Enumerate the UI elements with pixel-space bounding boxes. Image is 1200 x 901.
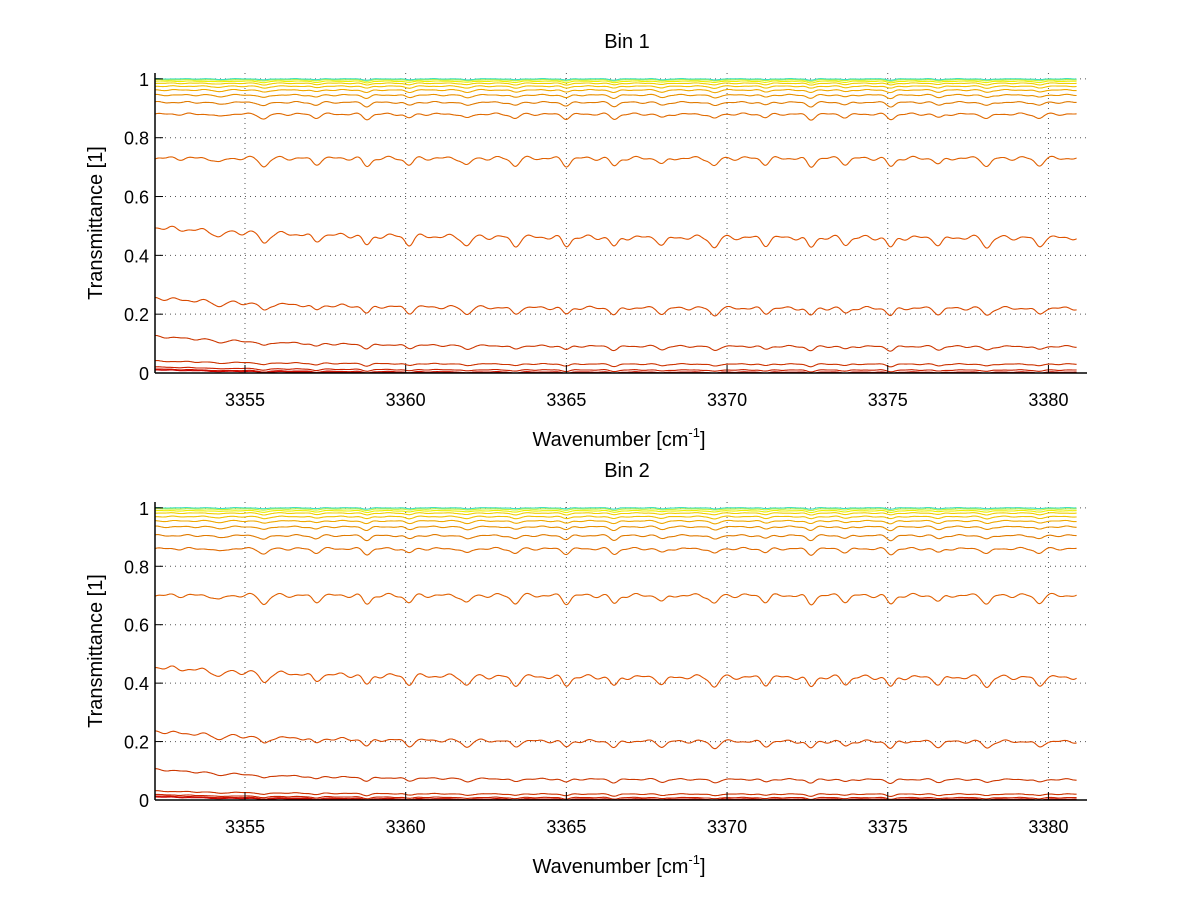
series-line — [155, 508, 1077, 512]
series-line — [155, 93, 1077, 100]
x-tick-label: 3365 — [546, 390, 586, 410]
x-tick-label: 3355 — [225, 817, 265, 837]
x-tick-label: 3375 — [868, 390, 908, 410]
chart-title: Bin 2 — [604, 460, 650, 482]
series-group — [154, 507, 1077, 801]
series-line — [155, 78, 1077, 81]
series-line — [155, 768, 1077, 785]
chart-panel-1: 3355 3360 3365 3370 3375 3380 0 0.2 0.4 0.6 0.8 1 Bi… — [85, 31, 1087, 451]
y-tick-label: 1 — [139, 499, 149, 519]
series-group — [154, 78, 1077, 374]
series-line — [154, 80, 1077, 84]
series-line — [154, 509, 1077, 514]
y-tick-label: 0.8 — [124, 129, 149, 149]
y-tick-label: 0.8 — [124, 557, 149, 577]
series-line — [154, 78, 1077, 82]
series-line — [154, 730, 1077, 750]
x-tick-label: 3355 — [225, 390, 265, 410]
x-tick-label: 3380 — [1028, 390, 1068, 410]
series-line — [155, 507, 1077, 510]
y-tick-label: 0 — [139, 364, 149, 384]
series-line — [154, 366, 1077, 373]
chart-title: Bin 1 — [604, 31, 650, 53]
series-line — [155, 225, 1077, 249]
series-line — [155, 88, 1077, 94]
y-tick-label: 0.4 — [124, 674, 149, 694]
series-line — [155, 82, 1077, 86]
x-axis-label: Wavenumber [cm-1] — [532, 425, 705, 451]
x-tick-label: 3370 — [707, 390, 747, 410]
x-tick-label: 3370 — [707, 817, 747, 837]
y-tick-label: 0.2 — [124, 733, 149, 753]
x-tick-label: 3380 — [1028, 817, 1068, 837]
series-line — [154, 155, 1077, 168]
series-line — [154, 296, 1077, 317]
y-tick-label: 0.2 — [124, 305, 149, 325]
y-tick-label: 1 — [139, 70, 149, 90]
series-line — [154, 100, 1077, 108]
chart-panel-2: 3355 3360 3365 3370 3375 3380 0 0.2 0.4 0.6 0.8 1 Bi… — [85, 460, 1087, 878]
y-tick-label: 0.6 — [124, 616, 149, 636]
series-line — [154, 546, 1077, 556]
series-line — [154, 534, 1077, 542]
series-line — [154, 360, 1077, 368]
x-tick-label: 3360 — [386, 390, 426, 410]
y-axis-label: Transmittance [1] — [85, 146, 107, 300]
series-line — [155, 334, 1077, 352]
x-tick-label: 3360 — [386, 817, 426, 837]
x-tick-label: 3365 — [546, 817, 586, 837]
y-axis-label: Transmittance [1] — [85, 574, 107, 728]
series-line — [155, 515, 1077, 520]
series-line — [155, 665, 1077, 688]
series-line — [155, 85, 1077, 89]
y-tick-label: 0.6 — [124, 188, 149, 208]
series-line — [155, 519, 1077, 525]
x-tick-label: 3375 — [868, 817, 908, 837]
series-line — [155, 790, 1077, 797]
y-tick-label: 0 — [139, 791, 149, 811]
y-tick-label: 0.4 — [124, 246, 149, 266]
series-line — [154, 525, 1077, 532]
series-line — [154, 793, 1077, 800]
series-line — [154, 592, 1077, 606]
x-axis-label: Wavenumber [cm-1] — [532, 852, 705, 878]
series-line — [154, 112, 1077, 121]
series-line — [154, 512, 1077, 516]
